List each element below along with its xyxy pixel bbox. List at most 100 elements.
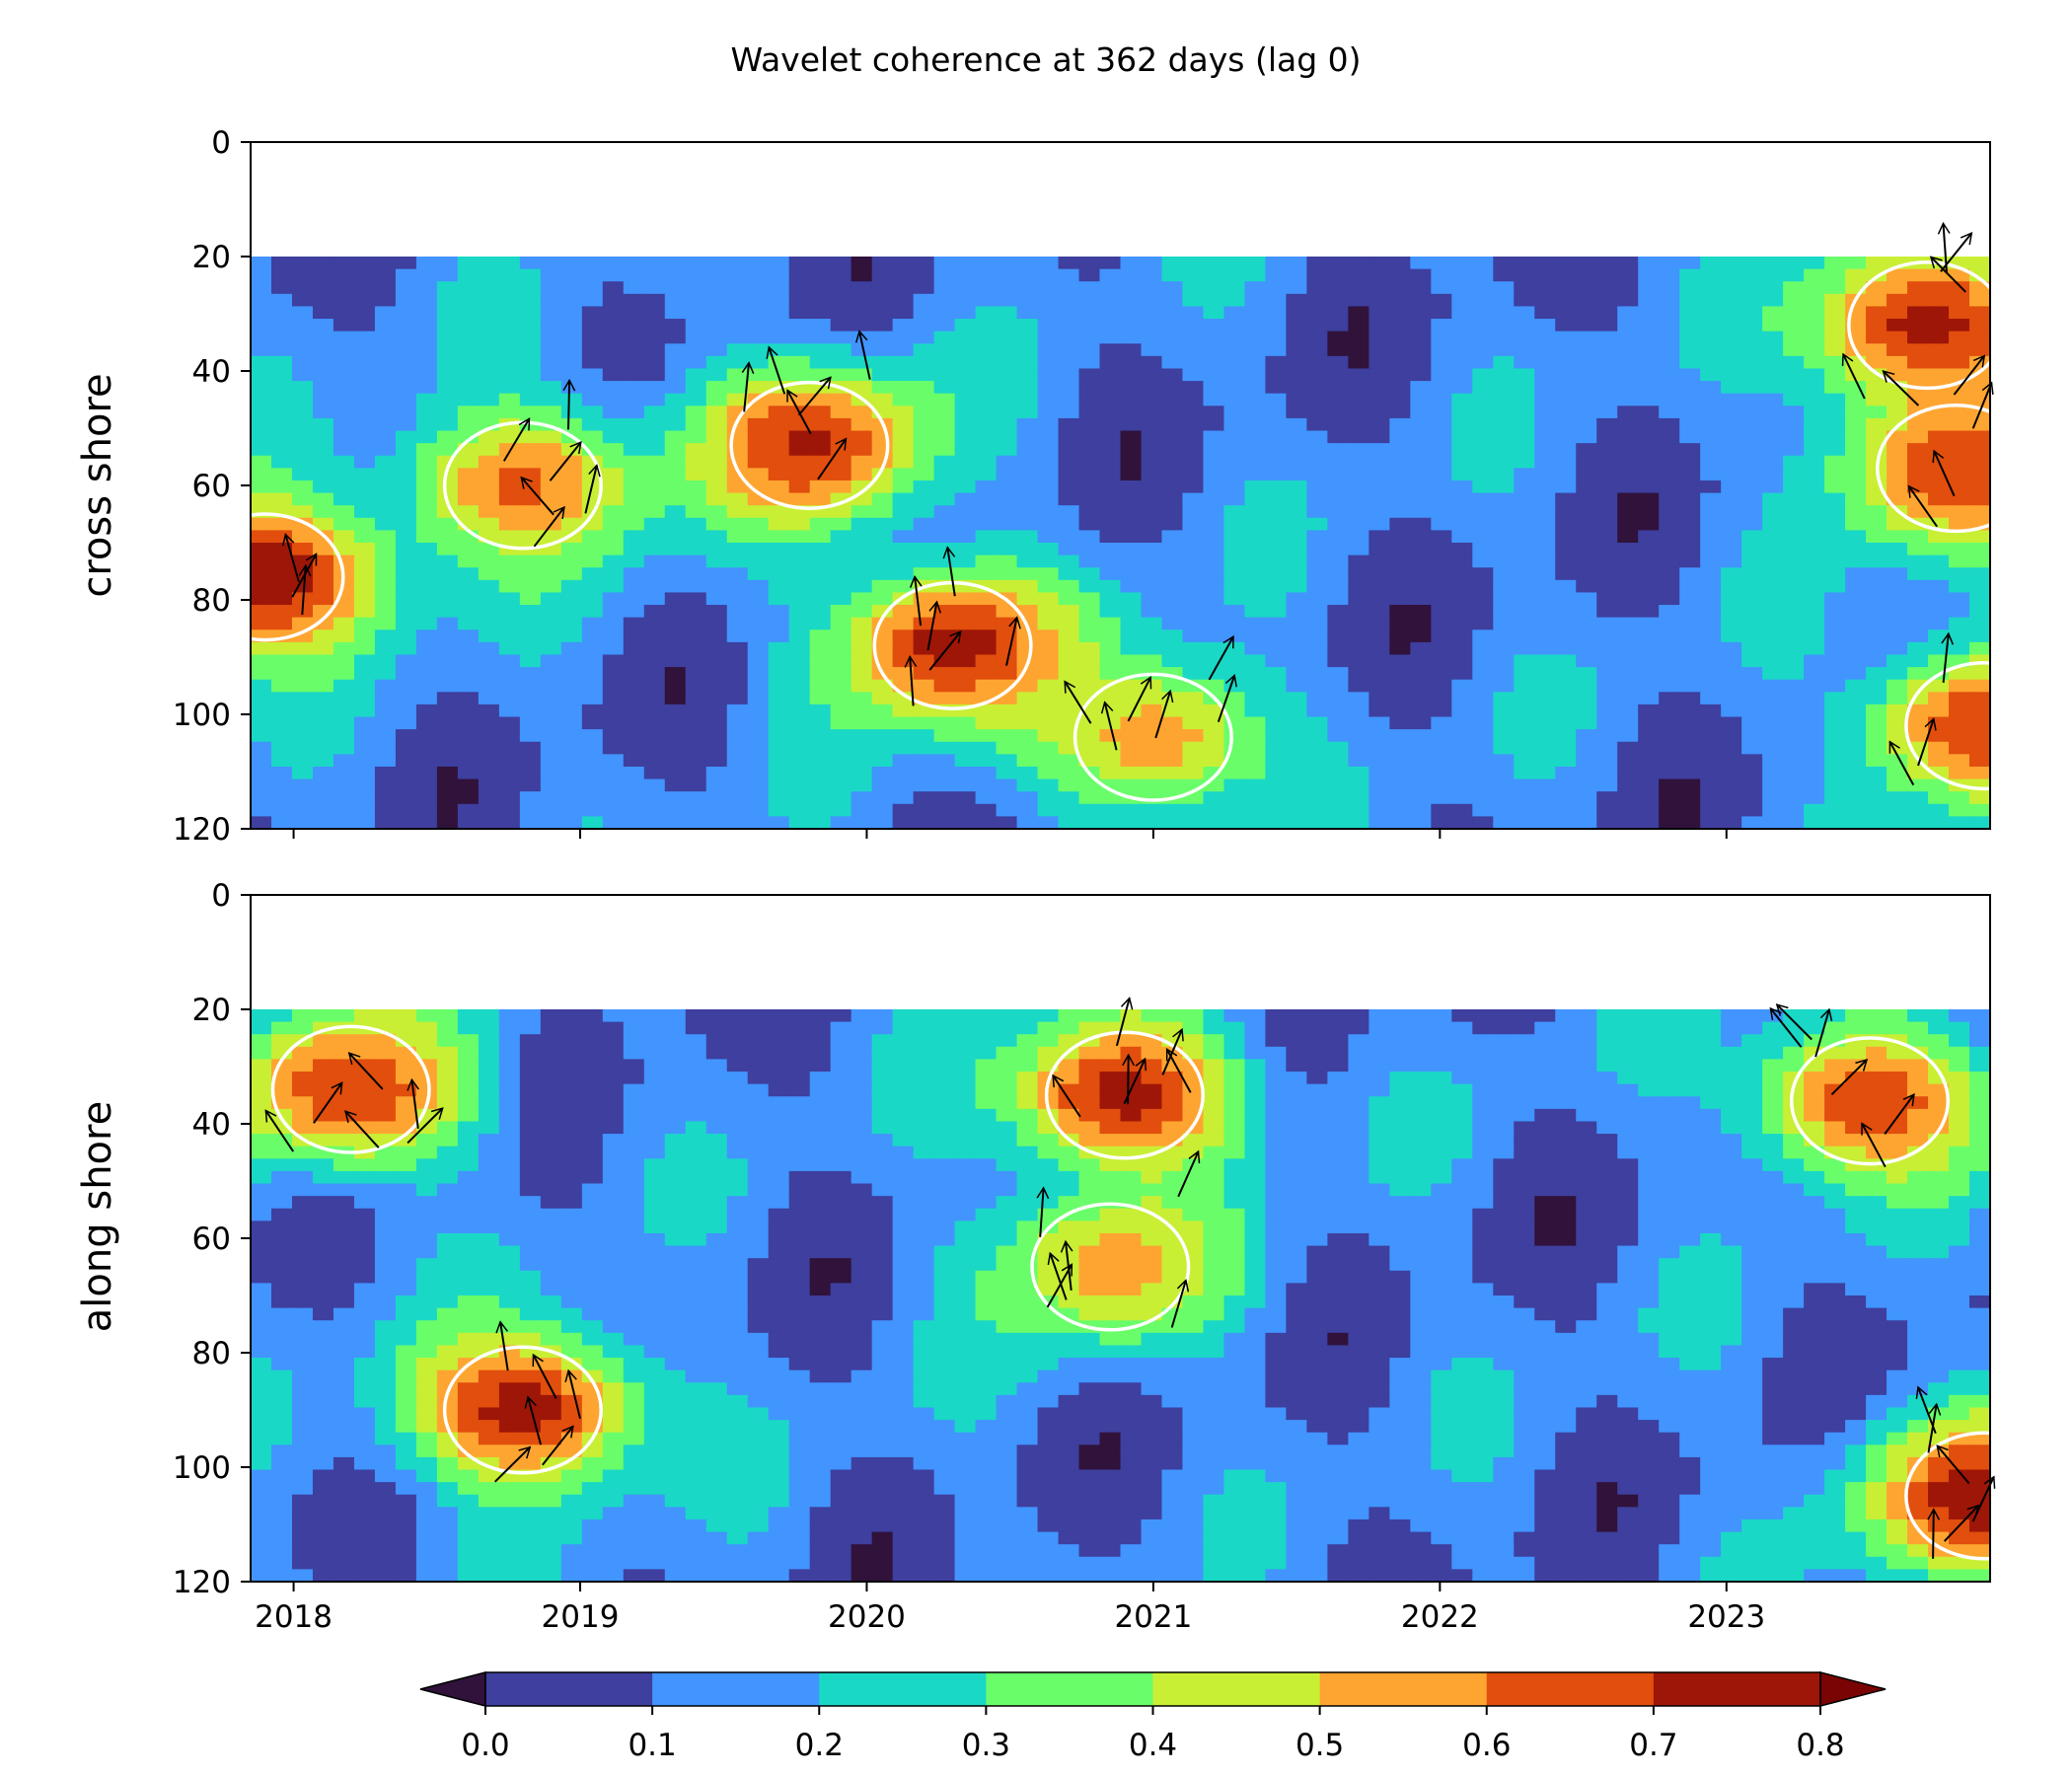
coherence-cell <box>1576 816 1598 829</box>
coherence-cell <box>1493 679 1516 694</box>
coherence-cell <box>540 293 562 308</box>
coherence-cell <box>623 417 645 432</box>
coherence-cell <box>540 803 562 818</box>
coherence-cell <box>664 1009 687 1023</box>
coherence-cell <box>1472 343 1495 357</box>
coherence-cell <box>664 281 687 295</box>
coherence-cell <box>1244 417 1267 432</box>
coherence-cell <box>374 430 397 444</box>
coherence-cell <box>1804 480 1825 494</box>
coherence-cell <box>1348 641 1370 656</box>
coherence-cell <box>1804 468 1825 481</box>
coherence-cell <box>892 754 915 768</box>
coherence-cell <box>705 1121 728 1135</box>
y-tick-label: 20 <box>192 240 231 275</box>
coherence-cell <box>1534 729 1557 743</box>
coherence-cell <box>1907 281 1929 295</box>
coherence-cell <box>457 1158 480 1172</box>
coherence-cell <box>457 592 480 606</box>
coherence-cell <box>1099 629 1122 643</box>
coherence-cell <box>623 480 645 494</box>
coherence-cell <box>1431 1083 1453 1098</box>
coherence-cell <box>395 567 417 581</box>
coherence-cell <box>1265 1121 1288 1135</box>
coherence-cell <box>954 1121 977 1135</box>
coherence-cell <box>1679 443 1701 457</box>
coherence-cell <box>1762 319 1784 333</box>
coherence-cell <box>1555 319 1578 333</box>
coherence-cell <box>1596 555 1619 569</box>
coherence-cell <box>1431 505 1453 519</box>
coherence-cell <box>1721 517 1742 532</box>
coherence-cell <box>623 505 645 519</box>
coherence-cell <box>1617 555 1639 569</box>
coherence-cell <box>270 617 293 631</box>
coherence-cell <box>333 816 355 829</box>
coherence-cell <box>1410 443 1433 457</box>
coherence-cell <box>1037 430 1060 444</box>
coherence-cell <box>1721 505 1742 519</box>
coherence-cell <box>788 605 811 619</box>
coherence-cell <box>478 1021 500 1036</box>
coherence-cell <box>374 617 397 631</box>
coherence-cell <box>1244 629 1267 643</box>
coherence-cell <box>1265 555 1288 569</box>
coherence-cell <box>768 1021 790 1036</box>
coherence-cell <box>478 1083 500 1098</box>
y-tick-label: 80 <box>192 583 231 619</box>
coherence-cell <box>1016 692 1039 705</box>
phase-arrow <box>858 331 871 380</box>
coherence-cell <box>1555 381 1578 395</box>
coherence-cell <box>602 543 625 556</box>
coherence-cell <box>1037 816 1060 829</box>
coherence-cell <box>436 778 459 792</box>
coherence-cell <box>436 1072 459 1085</box>
coherence-cell <box>581 741 604 756</box>
coherence-cell <box>664 393 687 407</box>
coherence-cell <box>913 803 935 818</box>
coherence-cell <box>1306 641 1329 656</box>
coherence-cell <box>1534 505 1557 519</box>
coherence-cell <box>395 555 417 569</box>
coherence-cell <box>1472 319 1495 333</box>
coherence-cell <box>1887 293 1908 308</box>
coherence-cell <box>892 1021 915 1036</box>
coherence-cell <box>478 319 500 333</box>
coherence-cell <box>1348 480 1370 494</box>
coherence-cell <box>913 393 935 407</box>
coherence-cell <box>1410 1083 1433 1098</box>
coherence-cell <box>519 703 542 718</box>
coherence-cell <box>581 816 604 829</box>
coherence-cell <box>705 567 728 581</box>
coherence-cell <box>1099 319 1122 333</box>
coherence-cell <box>788 417 811 432</box>
phase-arrowhead <box>1222 634 1234 649</box>
coherence-cell <box>374 729 397 743</box>
coherence-cell <box>415 617 438 631</box>
coherence-cell <box>933 281 956 295</box>
coherence-cell <box>1348 393 1370 407</box>
coherence-cell <box>1762 803 1784 818</box>
coherence-cell <box>643 605 666 619</box>
coherence-cell <box>1783 505 1805 519</box>
coherence-cell <box>1907 1009 1929 1023</box>
coherence-cell <box>560 1021 583 1036</box>
coherence-cell <box>1327 319 1350 333</box>
coherence-cell <box>643 281 666 295</box>
coherence-cell <box>1161 729 1184 743</box>
coherence-cell <box>1596 480 1619 494</box>
coherence-cell <box>933 417 956 432</box>
coherence-cell <box>664 579 687 594</box>
coherence-cell <box>933 1096 956 1110</box>
coherence-cell <box>333 530 355 544</box>
coherence-cell <box>1783 629 1805 643</box>
coherence-cell <box>1659 331 1680 345</box>
coherence-cell <box>1016 1009 1039 1023</box>
coherence-cell <box>581 1134 604 1147</box>
coherence-cell <box>436 791 459 805</box>
coherence-cell <box>1659 1083 1680 1098</box>
coherence-cell <box>1845 455 1867 470</box>
coherence-cell <box>643 381 666 395</box>
coherence-cell <box>1431 443 1453 457</box>
coherence-cell <box>1120 679 1143 694</box>
